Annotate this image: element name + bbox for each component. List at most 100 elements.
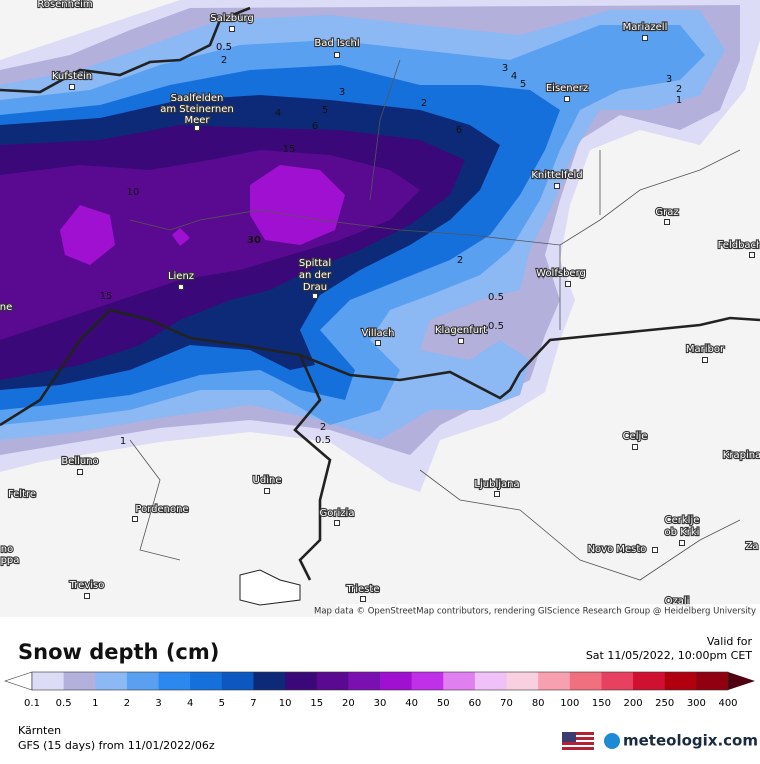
city-marker <box>84 593 90 599</box>
city-label: Meer <box>184 115 210 126</box>
legend-label: 1 <box>92 698 98 709</box>
legend-label: 300 <box>687 698 706 709</box>
contour-label: 15 <box>100 291 113 302</box>
city-marker <box>334 52 340 58</box>
legend-label: 70 <box>500 698 513 709</box>
city-marker <box>229 26 235 32</box>
attribution-bg <box>336 604 760 617</box>
city-label: Drau <box>303 282 327 293</box>
city-marker <box>77 469 83 475</box>
legend-swatch <box>443 672 476 690</box>
city-marker <box>334 520 340 526</box>
contour-label: 4 <box>275 108 281 119</box>
legend-label: 7 <box>250 698 256 709</box>
country-borders <box>0 6 760 581</box>
city-label: Villach <box>362 328 395 339</box>
contour-label: 3 <box>339 87 345 98</box>
city-label: Klagenfurt <box>435 325 487 336</box>
contour-label: 2 <box>457 255 463 266</box>
color-scale: 0.1 0.5 1 2 3 4 5 7 10 15 20 30 40 50 60 70 80 100 150 200 2… <box>4 671 755 709</box>
legend-swatch <box>696 672 729 690</box>
legend-below <box>4 671 33 691</box>
legend-label: 60 <box>469 698 482 709</box>
brand-logo <box>604 733 620 749</box>
city-marker <box>132 516 138 522</box>
city-marker <box>679 540 685 546</box>
city-marker <box>642 35 648 41</box>
contour-label: 5 <box>520 79 526 90</box>
contour-label: 4 <box>511 71 517 82</box>
legend-frame <box>31 671 729 691</box>
city-label: Saalfelden <box>171 93 224 104</box>
city-label: Belluno <box>61 456 98 467</box>
legend-label: 100 <box>560 698 579 709</box>
city-label: Trieste <box>346 584 380 595</box>
legend-swatch <box>474 672 507 690</box>
city-label: Pordenone <box>135 504 188 515</box>
legend-swatch <box>221 672 254 690</box>
contour-label: 2 <box>221 55 227 66</box>
city-label: an der <box>299 270 332 281</box>
city-label: Graz <box>655 207 678 218</box>
city-marker <box>360 596 366 602</box>
city-marker <box>375 340 381 346</box>
contour-label: 5 <box>322 105 328 116</box>
contour-label: 3 <box>666 74 672 85</box>
city-label: no <box>1 544 13 555</box>
legend-label: 80 <box>532 698 545 709</box>
snow-fields <box>0 0 760 492</box>
city-label: ob Krki <box>665 527 700 538</box>
city-label: Wolfsberg <box>536 268 586 279</box>
legend-swatch <box>63 672 96 690</box>
model-run: GFS (15 days) from 11/01/2022/06z <box>18 739 215 752</box>
city-labels: Rosenheim Salzburg Bad Ischl Kufstein Mariaz… <box>0 0 760 608</box>
legend-label: 40 <box>405 698 418 709</box>
city-marker <box>194 125 200 131</box>
legend-swatch <box>126 672 159 690</box>
city-label: Celje <box>623 431 648 442</box>
contour-label: 1 <box>120 436 126 447</box>
legend-swatch <box>285 672 318 690</box>
contour-label: 0.5 <box>488 292 504 303</box>
contour-label: 0.5 <box>315 435 331 446</box>
city-label: Treviso <box>69 580 105 591</box>
brand: meteologix.com <box>623 732 758 750</box>
city-label: Novo Mesto <box>588 544 647 555</box>
legend-label: 4 <box>187 698 193 709</box>
city-label: Krapina <box>723 450 760 461</box>
field-magenta <box>60 165 345 265</box>
legend-swatch <box>633 672 666 690</box>
legend-swatch <box>190 672 223 690</box>
legend-label: 3 <box>155 698 161 709</box>
contour-label: 1 <box>676 95 682 106</box>
city-label: Eisenerz <box>546 83 588 94</box>
city-label: ne <box>0 302 12 313</box>
legend-label: 200 <box>624 698 643 709</box>
city-marker <box>564 96 570 102</box>
legend-swatch <box>158 672 191 690</box>
city-label: Spittal <box>299 258 331 269</box>
city-label: Ljubljana <box>474 479 519 490</box>
city-label: Kufstein <box>52 71 92 82</box>
legend-swatch <box>664 672 697 690</box>
legend-label: 0.1 <box>24 698 40 709</box>
city-label: Knittelfeld <box>531 170 582 181</box>
city-label: Salzburg <box>210 13 253 24</box>
legend-swatch <box>506 672 539 690</box>
city-label: Lienz <box>168 271 194 282</box>
region: Kärnten <box>18 724 61 737</box>
legend-swatch <box>411 672 444 690</box>
legend-label: 2 <box>124 698 130 709</box>
legend-label: 150 <box>592 698 611 709</box>
contour-label: 30 <box>247 235 261 246</box>
city-label: Za <box>746 541 759 552</box>
valid-label: Valid for <box>707 635 753 648</box>
valid-time: Sat 11/05/2022, 10:00pm CET <box>586 649 752 662</box>
city-label: Cerklje <box>665 515 700 526</box>
legend-label: 250 <box>655 698 674 709</box>
legend-swatch <box>569 672 602 690</box>
city-label: Mariazell <box>623 22 668 33</box>
legend-label: 10 <box>279 698 292 709</box>
